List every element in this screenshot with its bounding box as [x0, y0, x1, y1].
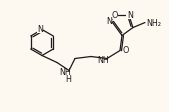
Text: N: N: [127, 11, 133, 19]
Text: NH: NH: [97, 56, 109, 64]
Text: NH₂: NH₂: [146, 19, 161, 28]
Text: N: N: [37, 25, 43, 34]
Text: O: O: [123, 46, 129, 55]
Text: O: O: [111, 11, 117, 19]
Text: NH: NH: [59, 67, 71, 76]
Text: N: N: [106, 17, 112, 26]
Text: H: H: [65, 74, 71, 83]
